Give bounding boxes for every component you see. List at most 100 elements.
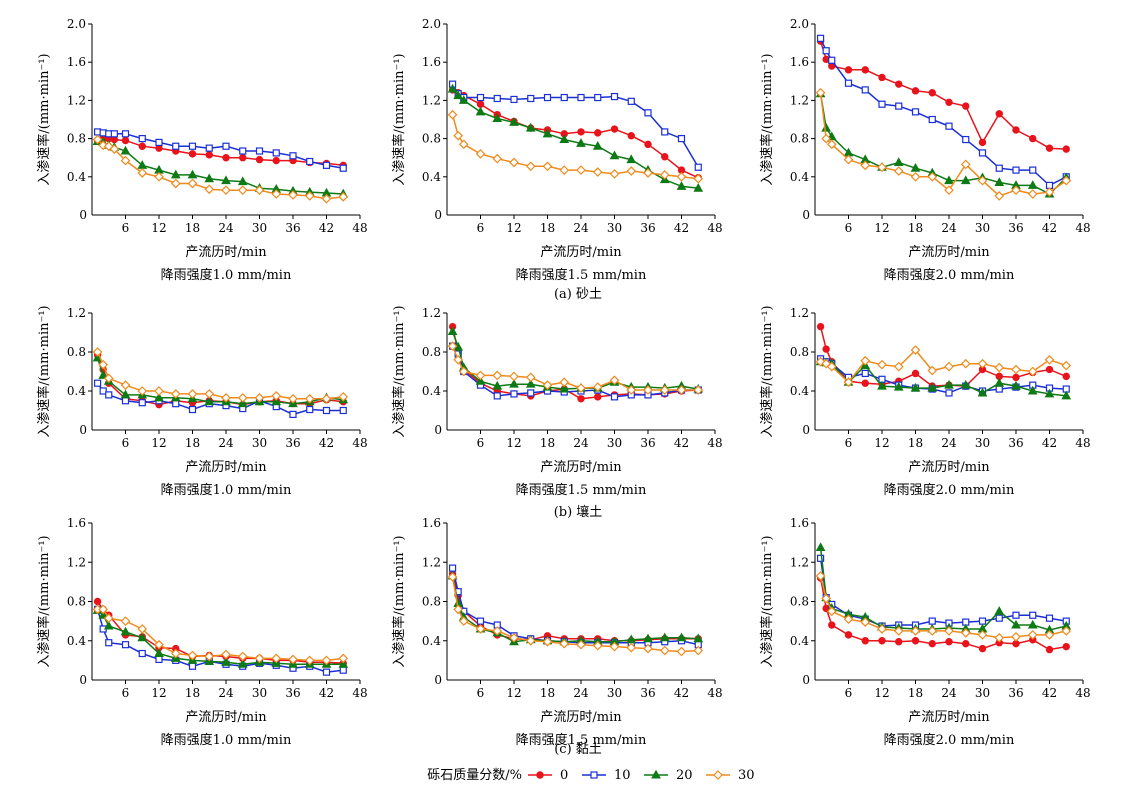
data-point [895,638,903,646]
data-point [994,362,1005,373]
data-point [98,604,109,615]
data-point [92,347,103,357]
data-point [322,668,331,676]
y-tick-label: 1.2 [790,555,809,569]
data-point [321,393,332,404]
data-point [453,354,464,365]
data-point [844,66,853,74]
data-point [878,637,886,645]
data-point [861,66,869,74]
data-point [448,564,457,572]
data-point [99,387,107,395]
data-point [475,106,486,116]
series-20 [92,605,349,668]
y-tick-label: 1.2 [422,555,441,569]
data-point [221,657,231,666]
data-point [458,139,469,150]
data-point [492,626,503,636]
data-point [172,400,180,408]
data-point [1012,126,1020,134]
y-tick-label: 1.2 [67,93,86,107]
data-point [121,641,130,649]
data-point [137,632,148,642]
data-point [893,166,904,176]
data-point [453,604,464,615]
x-tick-label: 42 [674,221,689,235]
x-tick-label: 18 [908,436,923,450]
data-point [945,122,953,130]
data-point [542,161,553,172]
data-point [559,383,570,393]
y-tick-label: 2.0 [67,17,86,31]
data-point [476,93,485,102]
x-tick-label: 18 [540,221,555,235]
data-point [154,386,164,396]
data-point [271,189,282,199]
data-point [254,653,265,664]
data-point [910,345,921,355]
series-30 [447,109,704,184]
x-axis-label: 产流历时/min [908,460,990,475]
data-point [120,616,131,626]
data-point [137,168,148,178]
data-point [815,87,826,98]
data-point [272,149,280,157]
series-line [819,326,1067,387]
y-axis-label: 入渗速率/(mm·min⁻¹) [391,535,407,667]
series-line [819,40,1067,150]
data-point [945,98,953,107]
data-point [93,379,102,387]
data-point [693,173,704,184]
data-point [627,97,635,105]
data-point [962,639,970,648]
data-point [626,154,637,164]
data-point [592,141,603,150]
legend-marker [536,771,544,779]
data-point [525,372,536,383]
series-line [451,331,699,390]
data-point [626,166,637,176]
data-point [994,177,1005,187]
data-point [338,192,349,202]
chart-panel-r2c3: 0 6 12 18 24 30 36 42 48 0.4 0.8 1.2 产流历时/min 降雨强度2.0… [759,305,1091,498]
data-point [676,171,687,182]
data-point [944,175,954,185]
y-tick-label: 0 [79,673,87,687]
data-point [475,370,486,381]
panel-caption: 降雨强度1.5 mm/min [516,482,647,498]
legend-marker [713,770,723,780]
data-point [643,643,653,654]
data-point [1062,372,1070,381]
data-point [188,662,197,670]
data-point [138,399,146,407]
data-point [559,134,570,144]
y-axis-label: 入渗速率/(mm·min⁻¹) [36,535,52,667]
x-tick-label: 30 [607,221,622,235]
data-point [289,152,297,160]
data-point [643,385,653,395]
data-point [288,190,298,200]
data-point [644,109,652,117]
data-point [822,47,830,55]
data-point [447,326,458,336]
series-30 [447,341,704,395]
x-tick-label: 6 [122,436,130,450]
data-point [861,369,869,378]
data-point [559,165,570,175]
series-30 [92,134,349,204]
data-point [338,659,349,668]
data-point [92,134,103,145]
data-point [204,184,215,195]
series-line [820,361,1067,397]
y-tick-label: 2.0 [790,17,809,31]
x-tick-label: 48 [1075,686,1090,700]
series-line [96,601,344,665]
data-point [626,385,637,395]
legend-label: 30 [738,768,755,783]
data-point [1027,180,1038,189]
data-point [510,95,518,104]
data-point [693,645,704,656]
series-20 [447,570,704,646]
data-point [492,380,503,390]
